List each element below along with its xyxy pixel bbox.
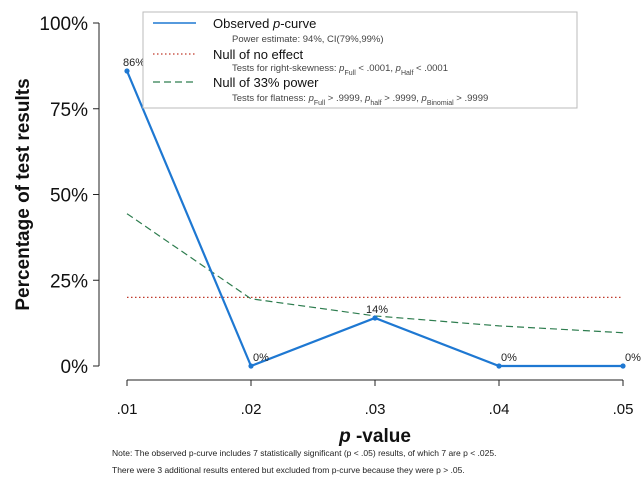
y-tick-label: 50% [50, 186, 88, 207]
data-label: 86% [123, 57, 145, 69]
data-point [124, 68, 130, 74]
x-axis-title: p -value [338, 426, 411, 447]
data-point [248, 363, 254, 369]
axes: 0% 25% 50% 75% 100% .01 .02 .03 .04 .05 Percentage… [13, 14, 633, 447]
y-axis-title: Percentage of test results [13, 78, 34, 310]
x-tick-label: .04 [489, 401, 510, 418]
note-line-1: Note: The observed p-curve includes 7 st… [112, 448, 497, 458]
y-tick-label: 75% [50, 100, 88, 121]
data-label: 0% [253, 352, 269, 364]
x-tick-label: .03 [365, 401, 386, 418]
y-tick-label: 25% [50, 271, 88, 292]
x-tick-label: .02 [241, 401, 262, 418]
y-tick-label: 0% [61, 357, 89, 378]
legend-box [142, 11, 578, 109]
note-line-2: There were 3 additional results entered … [112, 465, 465, 475]
x-tick-label: .05 [613, 401, 634, 418]
legend-sublabel: Power estimate: 94%, CI(79%,99%) [232, 34, 384, 45]
data-label: 14% [366, 304, 388, 316]
data-point [620, 363, 626, 369]
y-tick-label: 100% [39, 14, 88, 35]
legend-label: Null of no effect [213, 47, 303, 62]
series-layer: 86% 0% 14% 0% 0% [123, 57, 641, 369]
data-label: 0% [501, 352, 517, 364]
series-line-observed [125, 70, 623, 368]
x-tick-label: .01 [117, 401, 138, 418]
legend: Observed p-curve Null of no effect Null of… [142, 11, 578, 109]
data-point [372, 315, 378, 321]
legend-label: Observed p-curve [213, 16, 316, 31]
legend-sublabel: Tests for right-skewness: pFull < .0001,… [232, 63, 448, 77]
legend-label: Null of 33% power [213, 75, 319, 90]
data-label: 0% [625, 352, 641, 364]
data-point [496, 363, 502, 369]
legend-sublabel: Tests for flatness: pFull > .9999, phalf… [232, 93, 488, 107]
